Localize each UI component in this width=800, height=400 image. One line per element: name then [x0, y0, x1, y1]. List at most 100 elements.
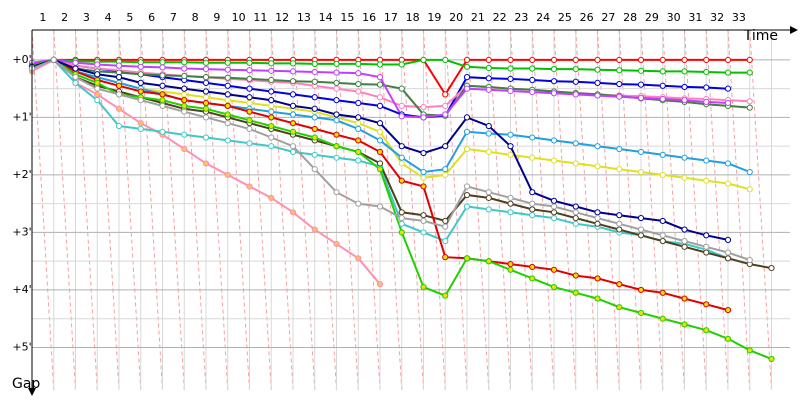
data-point [703, 157, 710, 164]
data-point [202, 114, 210, 121]
data-point [246, 94, 253, 101]
data-point [507, 143, 514, 150]
data-point [681, 68, 688, 75]
data-point [72, 65, 79, 72]
data-point [703, 98, 710, 105]
x-tick-label: 21 [471, 11, 485, 24]
data-point [746, 256, 753, 264]
data-point [637, 94, 645, 101]
data-point [398, 154, 405, 161]
data-point [637, 81, 645, 88]
data-point [442, 111, 449, 118]
data-point [442, 237, 449, 245]
data-point [181, 97, 188, 104]
lap-line [314, 29, 338, 391]
lap-line [162, 29, 185, 391]
x-tick-label: 19 [427, 11, 441, 24]
x-tick-label: 11 [253, 11, 267, 24]
x-tick-label: 9 [213, 11, 220, 24]
data-point [159, 128, 166, 135]
series-line [31, 58, 751, 174]
data-point [311, 151, 318, 158]
data-point [442, 217, 449, 225]
data-point [594, 56, 601, 64]
data-point [268, 102, 275, 110]
data-point [420, 183, 427, 190]
x-tick-label: 24 [536, 11, 550, 24]
data-point [72, 59, 79, 66]
data-point [703, 232, 710, 239]
data-point [681, 226, 688, 233]
data-point [289, 120, 297, 127]
data-point [529, 134, 536, 141]
x-tick-label: 33 [732, 11, 746, 24]
data-point [550, 203, 558, 210]
data-point [724, 160, 732, 167]
data-point [333, 117, 340, 124]
data-point [594, 275, 601, 282]
data-point [398, 220, 405, 227]
data-point [420, 283, 427, 291]
data-point [529, 263, 536, 271]
data-point [529, 89, 536, 96]
data-point [333, 79, 340, 87]
data-point [594, 295, 601, 302]
data-point [616, 145, 623, 153]
data-point [159, 64, 166, 71]
data-point [637, 67, 645, 74]
data-point [507, 200, 514, 207]
data-point [442, 223, 449, 230]
data-point [507, 87, 514, 95]
data-point [355, 70, 362, 77]
data-point [137, 88, 144, 95]
data-point [529, 275, 536, 282]
data-point [268, 60, 275, 67]
data-point [94, 61, 101, 68]
data-point [572, 91, 579, 98]
data-point [637, 148, 645, 156]
data-point [398, 160, 405, 167]
data-point [616, 166, 623, 173]
data-point [376, 203, 384, 210]
data-point [355, 88, 362, 95]
data-point [224, 102, 231, 110]
data-point [529, 154, 536, 161]
data-point [202, 160, 210, 167]
data-point [703, 56, 710, 64]
data-point [420, 103, 427, 111]
data-point [463, 145, 471, 153]
data-point [420, 212, 427, 219]
data-point [159, 97, 166, 104]
data-point [485, 86, 492, 93]
x-tick-label: 22 [493, 11, 507, 24]
data-point [550, 157, 558, 164]
data-point [333, 60, 340, 68]
data-point [376, 74, 384, 81]
x-tick-label: 27 [601, 11, 615, 24]
x-tick-label: 25 [558, 11, 572, 24]
data-point [637, 168, 645, 176]
data-point [311, 114, 318, 121]
data-point [224, 111, 231, 118]
data-point [376, 61, 384, 68]
x-tick-label: 13 [297, 11, 311, 24]
data-point [572, 66, 579, 73]
data-point [137, 71, 144, 78]
data-point [246, 99, 253, 107]
data-point [355, 80, 362, 88]
data-point [376, 148, 384, 156]
data-point [181, 108, 188, 115]
y-tick-label: +4' [12, 283, 31, 296]
data-point [529, 206, 536, 213]
x-tick-label: 16 [362, 11, 376, 24]
data-point [376, 128, 384, 135]
data-point [398, 143, 405, 150]
x-tick-label: 10 [232, 11, 246, 24]
data-point [703, 177, 710, 184]
data-point [594, 163, 601, 170]
data-point [616, 80, 623, 88]
data-point [246, 108, 253, 115]
data-point [333, 154, 340, 161]
data-point [746, 69, 753, 76]
